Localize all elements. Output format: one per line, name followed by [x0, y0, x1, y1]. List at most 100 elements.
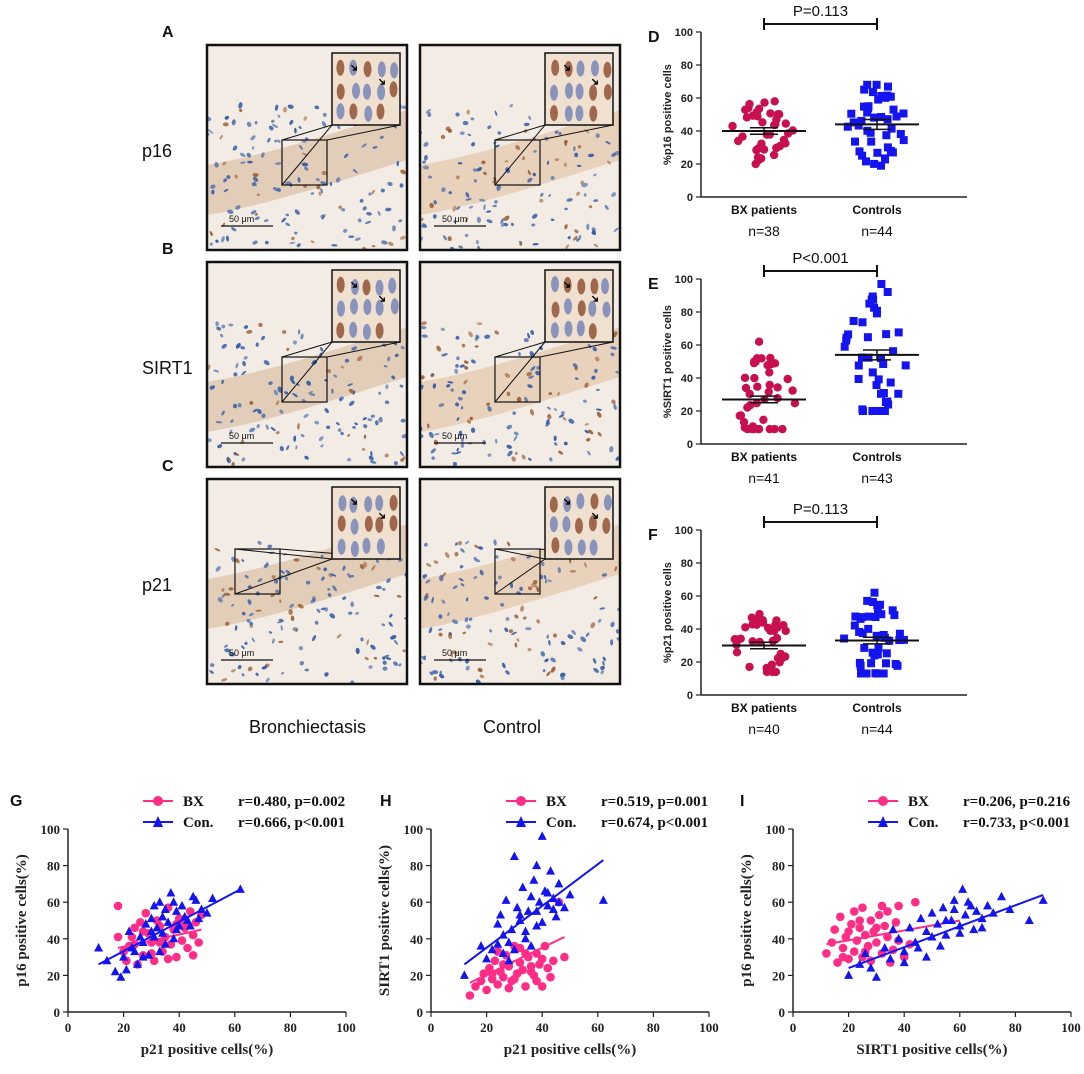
data-point-control: [941, 930, 951, 939]
data-point-bx: [745, 99, 754, 109]
data-point-control: [941, 915, 951, 924]
data-point-control: [880, 942, 890, 952]
data-point-control: [886, 378, 895, 387]
data-point-control: [185, 920, 195, 930]
y-axis-label: p16 positive cells(%): [14, 854, 30, 987]
data-point-control: [913, 942, 923, 952]
data-point-control: [864, 612, 873, 621]
y-tick-label: 0: [54, 1005, 61, 1020]
data-point-control: [862, 669, 871, 678]
data-point-control: [889, 347, 898, 356]
micrograph-frame: [205, 43, 409, 252]
data-point-control: [899, 946, 909, 956]
y-tick-label: 40: [681, 624, 693, 636]
data-point-bx: [136, 918, 145, 927]
data-point-bx: [773, 383, 782, 392]
data-point-control: [110, 966, 120, 976]
data-point-control: [537, 831, 547, 840]
data-point-bx: [490, 956, 500, 966]
data-point-control: [882, 330, 891, 339]
data-point-control: [493, 919, 503, 928]
data-point-control: [598, 895, 608, 904]
data-point-control: [94, 942, 104, 952]
data-point-control: [882, 649, 891, 658]
scatter-H: H 0 20 40 60 80 100 0 20 40 60 80 100 p21 positive ce…: [377, 793, 719, 1058]
legend-label: BX: [908, 794, 929, 810]
n-label: n=40: [748, 721, 780, 737]
data-point-bx: [764, 387, 773, 397]
panel-letter-C: C: [162, 458, 174, 475]
category-label: BX patients: [731, 203, 797, 217]
data-point-control: [876, 600, 884, 609]
micrograph-A-bronchiectasis: ➜➜50 μm: [205, 43, 409, 252]
data-point-control: [854, 375, 863, 383]
data-point-control: [864, 624, 873, 633]
data-point-bx: [790, 399, 800, 408]
data-point-control: [856, 661, 865, 670]
data-point-bx: [758, 118, 767, 127]
data-point-control: [532, 920, 542, 930]
data-point-control: [551, 911, 561, 921]
data-point-control: [858, 318, 867, 327]
data-point-control: [927, 908, 937, 917]
data-point-bx: [172, 952, 181, 962]
data-point-control: [857, 116, 866, 125]
data-point-control: [872, 631, 881, 640]
data-point-control: [501, 895, 511, 904]
data-point-control: [977, 922, 987, 932]
legend-stats: r=0.733, p<0.001: [963, 815, 1070, 831]
data-point-bx: [765, 424, 774, 434]
data-point-control: [895, 629, 904, 638]
data-point-bx: [866, 916, 876, 925]
data-point-control: [899, 136, 908, 145]
y-tick-label: 80: [681, 60, 693, 72]
data-point-control: [183, 915, 193, 924]
data-point-bx: [759, 415, 768, 424]
y-tick-label: 0: [779, 1005, 786, 1020]
y-tick-label: 20: [681, 657, 693, 669]
scale-bar-label: 50 μm: [442, 648, 467, 658]
data-point-bx: [543, 963, 553, 973]
row-label-sirt1: SIRT1: [142, 358, 193, 378]
y-tick-label: 40: [772, 932, 785, 947]
data-point-control: [966, 900, 976, 910]
data-point-control: [850, 621, 859, 630]
regression-line-control: [463, 859, 604, 966]
data-point-control: [208, 893, 218, 903]
data-point-control: [933, 919, 943, 928]
data-point-bx: [891, 918, 901, 927]
y-tick-label: 60: [681, 93, 693, 105]
y-tick-label: 100: [675, 274, 693, 286]
data-point-control: [177, 900, 187, 910]
data-point-control: [840, 342, 849, 351]
data-point-bx: [779, 621, 788, 630]
data-point-bx: [518, 965, 527, 975]
data-point-bx: [735, 411, 744, 420]
data-point-control: [847, 109, 856, 118]
data-point-bx: [748, 637, 757, 646]
data-point-bx: [763, 361, 772, 370]
data-point-control: [880, 407, 889, 415]
y-tick-label: 100: [675, 27, 693, 39]
legend-marker-control: [153, 816, 163, 827]
data-point-control: [969, 924, 979, 934]
epithelium-band: [207, 327, 407, 432]
data-point-control: [893, 661, 902, 670]
data-point-control: [863, 333, 872, 342]
legend-stats: r=0.674, p<0.001: [601, 815, 708, 831]
scale-bar-label: 50 μm: [229, 214, 254, 224]
y-tick-label: 60: [681, 340, 693, 352]
data-point-bx: [515, 943, 525, 953]
y-axis-label: %SIRT1 positive cells: [662, 305, 674, 418]
data-point-control: [955, 928, 965, 937]
data-point-control: [872, 80, 881, 89]
y-axis-label: SIRT1 positive cells(%): [377, 845, 393, 996]
y-tick-label: 20: [681, 406, 693, 418]
data-point-control: [509, 944, 519, 954]
data-point-bx: [772, 115, 781, 124]
data-point-control: [866, 128, 875, 137]
data-point-control: [886, 92, 895, 101]
data-point-control: [958, 884, 968, 893]
data-point-bx: [766, 109, 775, 118]
data-point-control: [888, 606, 897, 615]
